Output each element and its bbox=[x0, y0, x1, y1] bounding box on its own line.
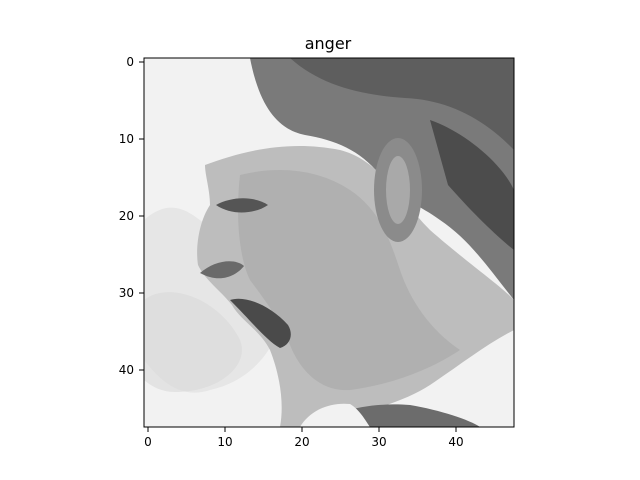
x-tick-label: 30 bbox=[371, 435, 386, 449]
figure-title: anger bbox=[305, 34, 352, 53]
y-tick-label: 40 bbox=[119, 363, 134, 377]
y-tick-label: 0 bbox=[126, 55, 134, 69]
x-tick-label: 40 bbox=[448, 435, 463, 449]
y-axis: 0 10 20 30 40 bbox=[119, 55, 144, 377]
x-tick-label: 10 bbox=[217, 435, 232, 449]
face-image bbox=[143, 57, 515, 428]
y-tick-label: 20 bbox=[119, 209, 134, 223]
y-tick-label: 30 bbox=[119, 286, 134, 300]
x-axis: 0 10 20 30 40 bbox=[144, 427, 464, 449]
x-tick-label: 20 bbox=[294, 435, 309, 449]
x-tick-label: 0 bbox=[144, 435, 152, 449]
y-tick-label: 10 bbox=[119, 132, 134, 146]
